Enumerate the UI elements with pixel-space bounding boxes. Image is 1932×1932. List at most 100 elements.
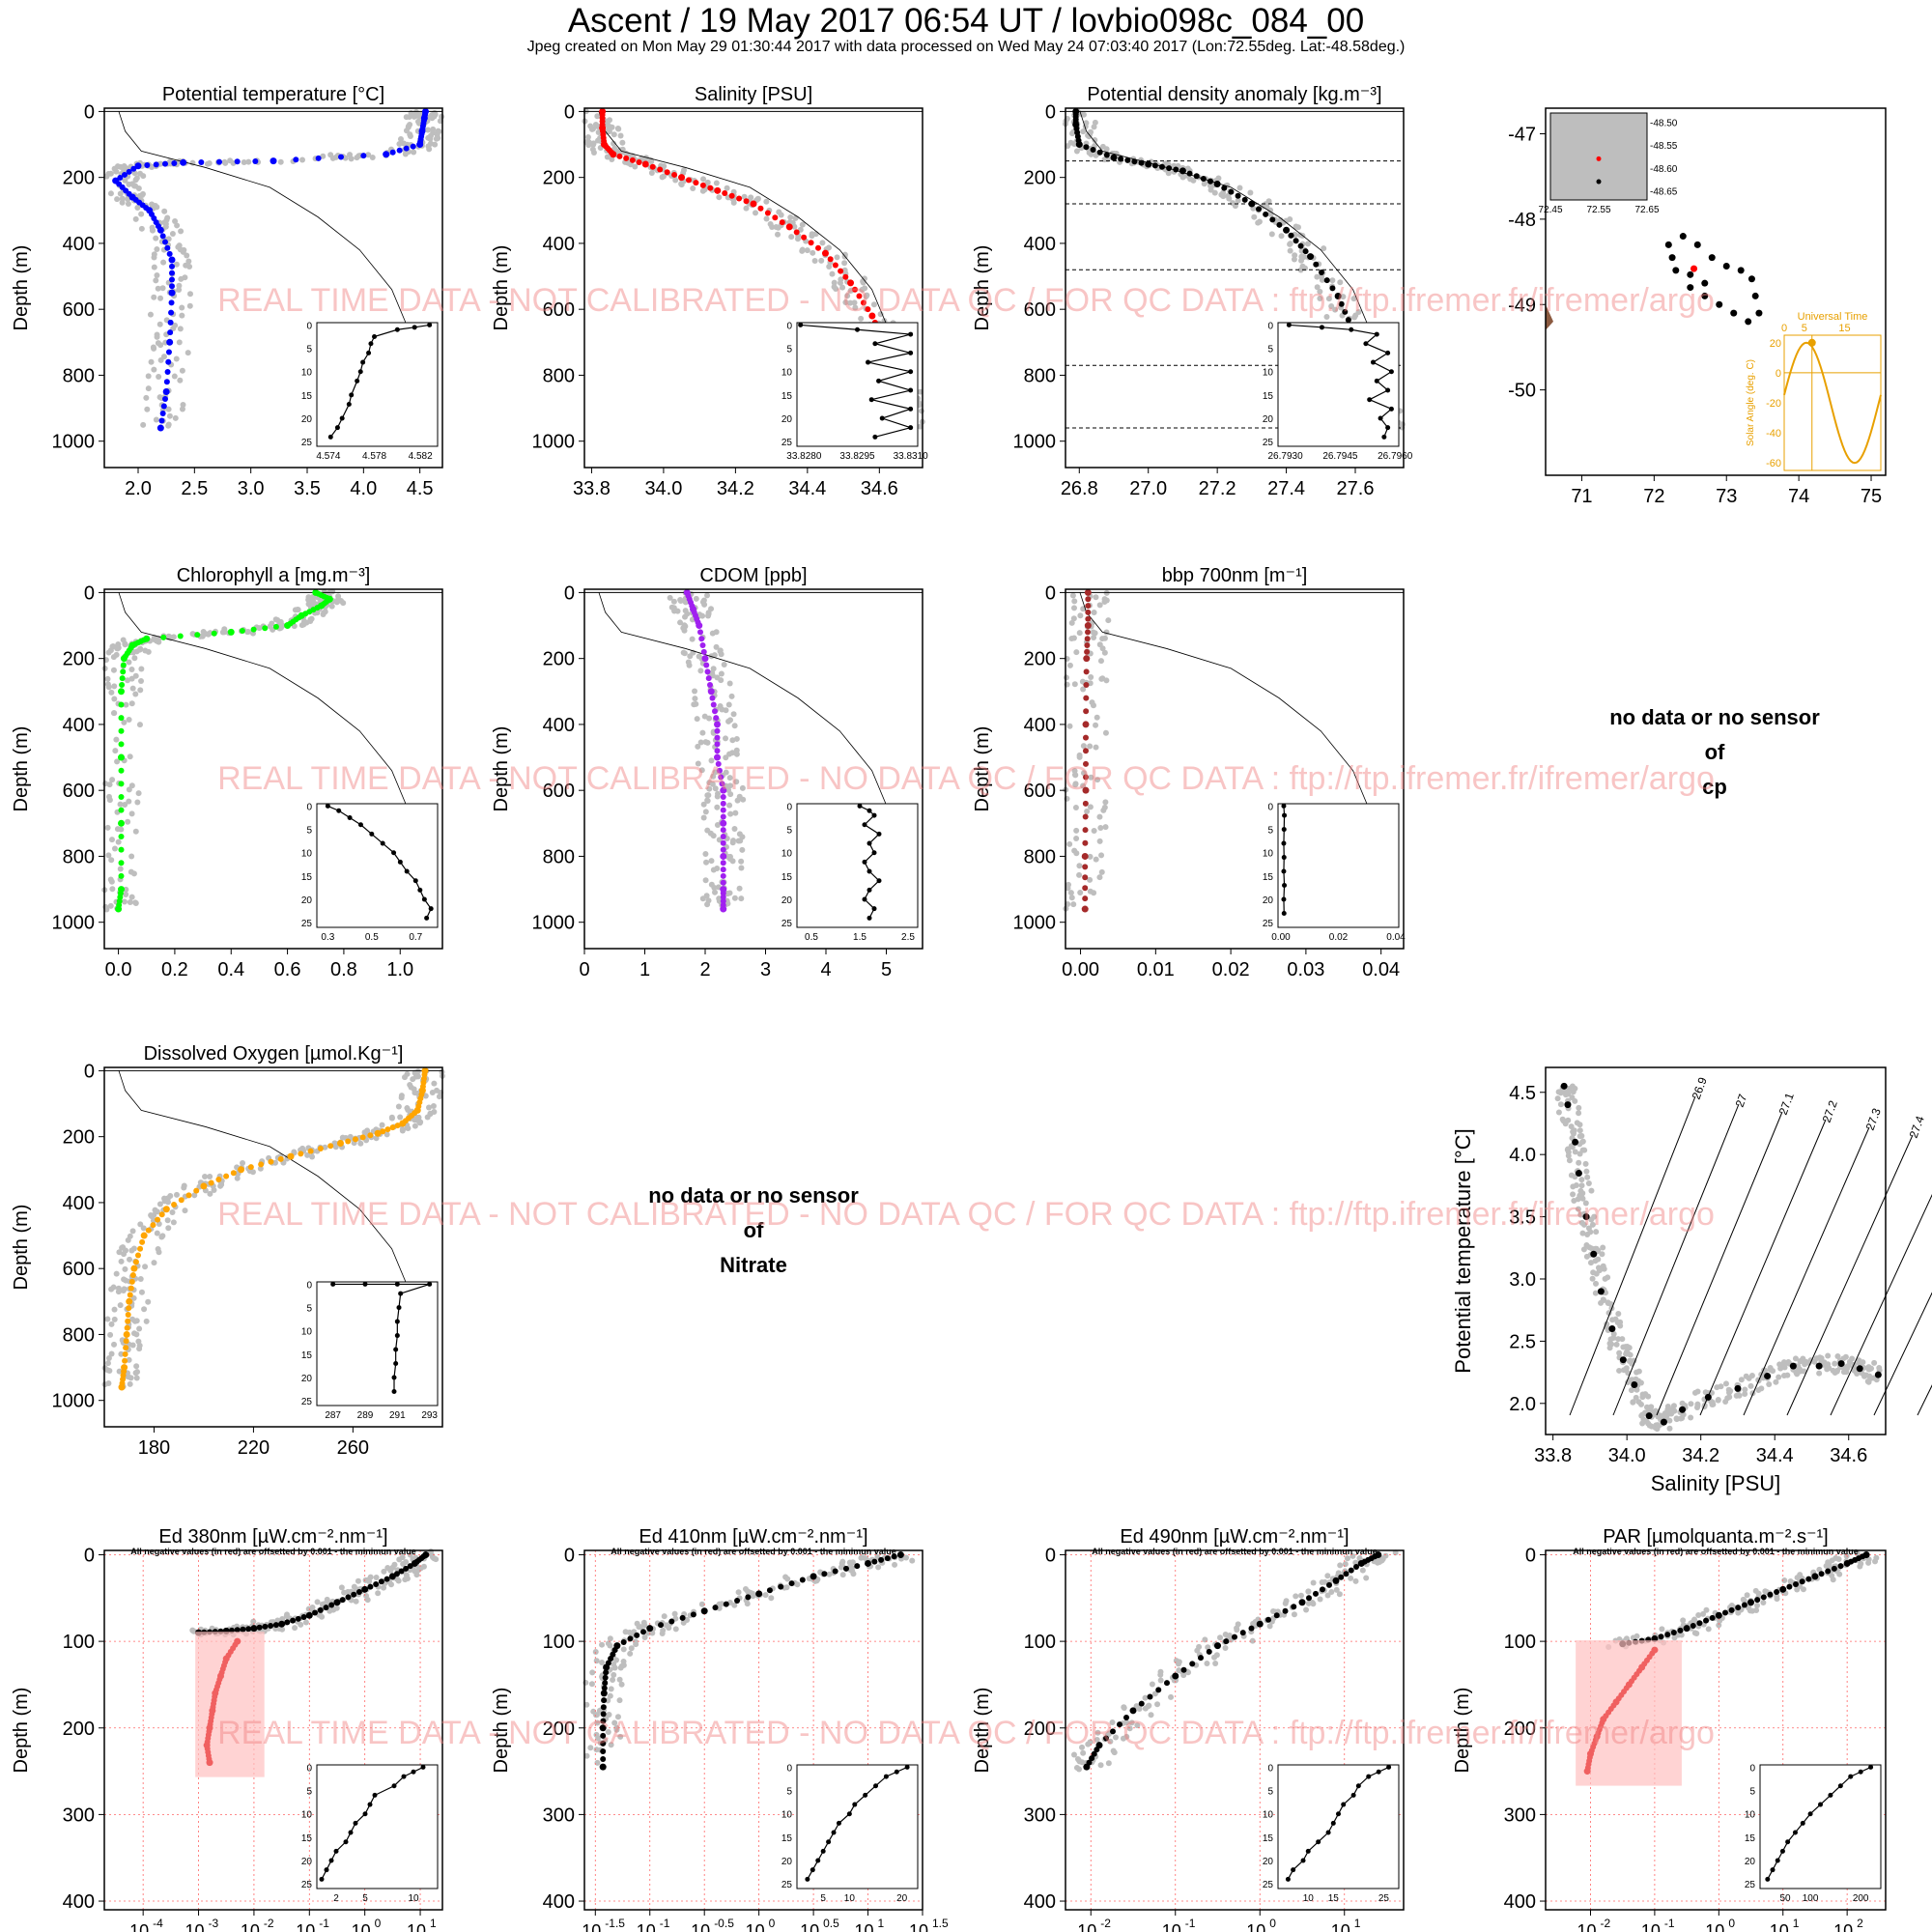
- data-point: [118, 860, 125, 867]
- inset-point: [1785, 1839, 1791, 1845]
- background-point: [1076, 871, 1083, 878]
- background-point: [723, 735, 729, 742]
- x-tick-label: 0.8: [330, 959, 357, 980]
- background-point: [1800, 1586, 1806, 1593]
- background-point: [333, 1605, 340, 1611]
- background-point: [1615, 1336, 1622, 1343]
- background-point: [117, 190, 124, 197]
- background-point: [126, 1356, 132, 1363]
- x-tick-label: 75: [1861, 486, 1882, 507]
- background-point: [161, 208, 168, 214]
- background-point: [151, 294, 157, 300]
- data-point: [403, 145, 410, 152]
- float-position: [1668, 254, 1676, 262]
- background-point: [670, 598, 677, 605]
- background-point: [1204, 1660, 1210, 1666]
- background-point: [244, 629, 251, 636]
- background-point: [606, 1711, 612, 1718]
- background-point: [716, 895, 723, 902]
- background-point: [1077, 612, 1084, 619]
- data-point: [166, 250, 173, 257]
- inset-point: [1366, 1774, 1372, 1779]
- data-point: [150, 1222, 156, 1229]
- background-point: [1630, 1399, 1636, 1406]
- background-point: [1128, 1719, 1135, 1726]
- background-point: [1226, 195, 1233, 202]
- background-point: [211, 1187, 217, 1194]
- background-point: [169, 230, 176, 237]
- background-point: [1287, 215, 1293, 222]
- background-point: [1148, 1712, 1154, 1719]
- background-point: [841, 251, 848, 258]
- background-point: [1102, 824, 1109, 831]
- background-point: [731, 825, 738, 832]
- background-point: [153, 235, 159, 242]
- background-point: [1351, 314, 1358, 321]
- inset-x-tick-label: 0.7: [409, 932, 422, 943]
- background-point: [277, 158, 284, 165]
- x-tick-label: 10: [129, 1921, 149, 1932]
- data-point: [1180, 1666, 1187, 1673]
- x-tick-exponent: -1: [319, 1917, 329, 1930]
- background-point: [826, 244, 833, 251]
- data-point: [700, 648, 707, 655]
- x-tick-label: 0.4: [217, 959, 244, 980]
- background-point: [119, 195, 126, 202]
- inset-point: [1367, 397, 1373, 403]
- background-point: [153, 416, 159, 423]
- data-point: [158, 1211, 165, 1218]
- y-axis-label: Depth (m): [972, 1688, 993, 1774]
- no-data-nitrate-line2: of: [743, 1218, 764, 1242]
- x-tick-label: 3.5: [294, 478, 321, 499]
- data-point: [139, 1238, 146, 1245]
- background-point: [1588, 1187, 1595, 1194]
- data-point: [1760, 1594, 1767, 1601]
- data-point: [158, 417, 165, 424]
- background-point: [145, 648, 152, 655]
- data-point: [1282, 1607, 1289, 1614]
- sun-y-tick-label: -60: [1766, 458, 1781, 469]
- float-position: [1737, 267, 1745, 274]
- data-point: [1709, 1614, 1716, 1621]
- background-point: [719, 1601, 725, 1607]
- inset-point: [353, 1820, 358, 1826]
- inset-point: [867, 887, 872, 893]
- background-point: [716, 194, 723, 201]
- background-point: [1101, 596, 1108, 603]
- background-point: [397, 135, 404, 142]
- background-point: [1324, 1592, 1331, 1599]
- background-point: [357, 1140, 364, 1147]
- background-point: [436, 1094, 442, 1100]
- background-point: [1094, 777, 1101, 783]
- data-point: [394, 1122, 401, 1129]
- background-point: [121, 719, 128, 725]
- x-tick-label: 10: [407, 1921, 426, 1932]
- float-position: [1747, 275, 1755, 283]
- inset-frame: [316, 1764, 439, 1889]
- inset-line: [800, 324, 913, 438]
- background-point: [1073, 827, 1080, 834]
- inset-frame: [316, 322, 439, 447]
- y-tick-label: 400: [1024, 715, 1056, 736]
- background-point: [1333, 1586, 1340, 1593]
- data-point: [1173, 166, 1179, 173]
- data-point: [193, 1187, 200, 1194]
- data-point: [206, 1759, 213, 1767]
- data-point: [1348, 1567, 1354, 1574]
- background-point: [1317, 288, 1323, 295]
- background-point: [1073, 835, 1080, 841]
- background-point: [1093, 744, 1099, 751]
- y-tick-label: 400: [63, 234, 95, 255]
- data-point: [127, 1292, 133, 1298]
- inset-point: [1775, 1858, 1780, 1863]
- inset-y-tick-label: 15: [1745, 1833, 1756, 1844]
- background-point: [727, 791, 734, 798]
- inset-y-tick-label: 10: [781, 849, 793, 860]
- y-tick-label: 200: [543, 1719, 575, 1740]
- background-point: [616, 1676, 623, 1683]
- background-point: [172, 322, 179, 328]
- x-tick-exponent: 0: [375, 1917, 382, 1930]
- data-point: [1298, 1599, 1306, 1606]
- background-point: [412, 1090, 418, 1096]
